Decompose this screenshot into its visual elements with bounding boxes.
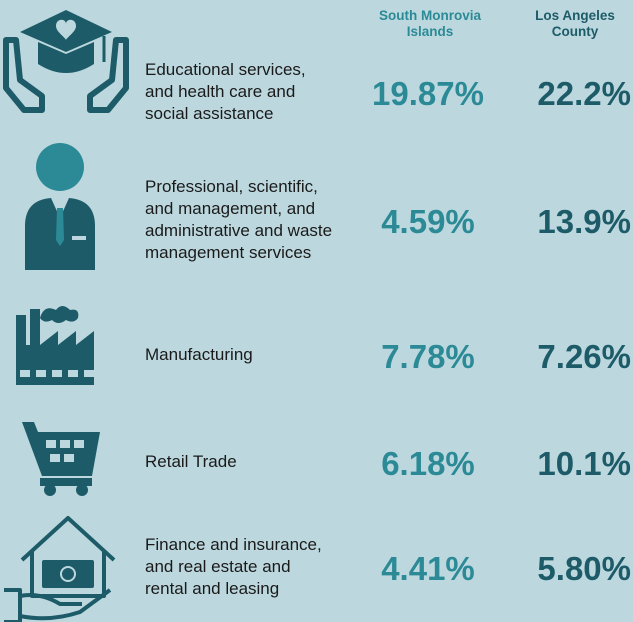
- row-label: Educational services, and health care and…: [145, 59, 365, 125]
- row-value: 10.1%: [537, 445, 631, 482]
- row-label: Manufacturing: [145, 344, 365, 366]
- label-line: Educational services,: [145, 60, 306, 79]
- row-value: 5.80%: [537, 550, 631, 587]
- manufacturing-icon: [16, 306, 94, 385]
- label-line: Retail Trade: [145, 452, 237, 471]
- label-line: Professional, scientific,: [145, 177, 318, 196]
- label-line: and management, and: [145, 199, 316, 218]
- row-value: 19.87%: [372, 75, 484, 112]
- label-line: rental and leasing: [145, 579, 280, 598]
- column-header: South Monrovia Islands: [379, 8, 481, 39]
- row-value: 4.41%: [381, 550, 475, 587]
- label-line: Manufacturing: [145, 345, 253, 364]
- row-value: 7.78%: [381, 338, 475, 375]
- row-label: Professional, scientific, and management,…: [145, 176, 365, 264]
- education-icon: [3, 10, 129, 113]
- row-value: 22.2%: [537, 75, 631, 112]
- row-value: 4.59%: [381, 203, 475, 240]
- professional-icon: [25, 143, 95, 270]
- label-line: and health care and: [145, 82, 296, 101]
- row-label: Retail Trade: [145, 451, 365, 473]
- label-line: management services: [145, 243, 312, 262]
- label-line: Finance and insurance,: [145, 535, 322, 554]
- label-line: and real estate and: [145, 557, 291, 576]
- row-value: 6.18%: [381, 445, 475, 482]
- label-line: social assistance: [145, 104, 274, 123]
- label-line: administrative and waste: [145, 221, 333, 240]
- row-value: 7.26%: [537, 338, 631, 375]
- row-label: Finance and insurance, and real estate an…: [145, 534, 365, 600]
- retail-icon: [22, 422, 100, 496]
- row-value: 13.9%: [537, 203, 631, 240]
- column-header: Los Angeles County: [535, 8, 615, 39]
- finance-icon: [4, 516, 116, 622]
